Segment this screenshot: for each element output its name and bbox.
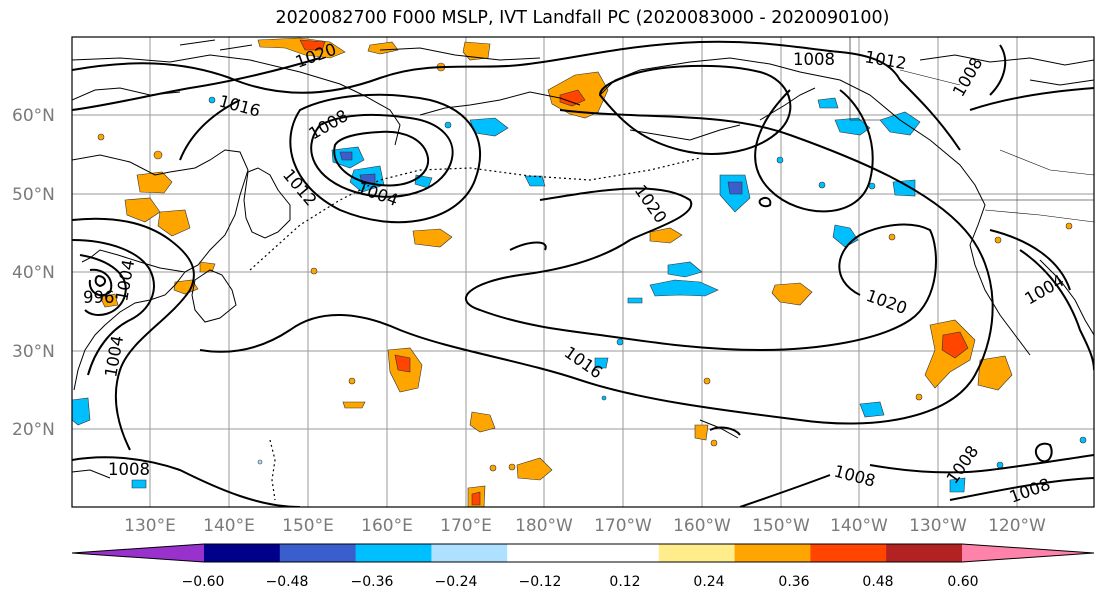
colorbar-tick-label: −0.48 bbox=[266, 574, 309, 590]
colorbar-tick-label: −0.12 bbox=[519, 574, 562, 590]
positive-pc-shading bbox=[97, 37, 1073, 507]
lat-label: 20°N bbox=[12, 420, 55, 440]
colorbar bbox=[71, 543, 1095, 563]
colorbar-segment bbox=[431, 544, 508, 562]
colorbar-segment bbox=[658, 544, 736, 562]
lat-label: 60°N bbox=[12, 106, 55, 126]
dateline bbox=[249, 157, 701, 271]
lon-label: 150°E bbox=[282, 516, 334, 536]
lon-label: 130°W bbox=[909, 516, 967, 536]
colorbar-segment bbox=[355, 544, 432, 562]
colorbar-tick-label: 0.12 bbox=[609, 574, 640, 590]
contour-label: 1008 bbox=[793, 50, 835, 69]
map-title: 2020082700 F000 MSLP, IVT Landfall PC (2… bbox=[275, 8, 890, 28]
lon-label: 150°W bbox=[752, 516, 810, 536]
colorbar-segment bbox=[583, 544, 660, 562]
lon-label: 170°E bbox=[440, 516, 492, 536]
colorbar-tick-label: −0.60 bbox=[182, 574, 225, 590]
colorbar-extension-low bbox=[72, 544, 204, 562]
lon-label: 120°W bbox=[988, 516, 1046, 536]
lat-label: 50°N bbox=[12, 185, 55, 205]
lon-label: 160°E bbox=[361, 516, 413, 536]
lon-label: 130°E bbox=[124, 516, 176, 536]
boundaries bbox=[849, 37, 1094, 223]
contour-label: 1008 bbox=[108, 460, 150, 479]
map-content: 1020 1016 1008 1012 1004 1020 1008 1012 … bbox=[72, 37, 1094, 507]
colorbar-segment bbox=[204, 544, 281, 562]
negative-pc-shading bbox=[72, 96, 1087, 493]
colorbar-tick-label: 0.24 bbox=[693, 574, 724, 590]
mslp-contours bbox=[72, 40, 1094, 507]
contour-label: 996 bbox=[83, 288, 115, 307]
colorbar-outline bbox=[71, 543, 1095, 563]
colorbar-tick-label: −0.36 bbox=[351, 574, 394, 590]
lon-label: 140°E bbox=[203, 516, 255, 536]
colorbar-segment bbox=[279, 544, 357, 562]
colorbar-tick-labels: −0.60 −0.48 −0.36 −0.24 −0.12 0.12 0.24 … bbox=[182, 574, 979, 590]
lon-label: 140°W bbox=[830, 516, 888, 536]
lon-label: 180°W bbox=[515, 516, 573, 536]
latitude-labels: 60°N 50°N 40°N 30°N 20°N bbox=[12, 106, 55, 440]
colorbar-tick-label: −0.24 bbox=[435, 574, 478, 590]
lon-label: 170°W bbox=[594, 516, 652, 536]
lat-label: 30°N bbox=[12, 342, 55, 362]
colorbar-segment bbox=[886, 544, 963, 562]
map-frame bbox=[71, 36, 1095, 508]
lat-label: 40°N bbox=[12, 263, 55, 283]
colorbar-extension-high bbox=[962, 544, 1094, 562]
colorbar-segment bbox=[810, 544, 887, 562]
colorbar-tick-label: 0.36 bbox=[778, 574, 809, 590]
colorbar-tick-label: 0.60 bbox=[947, 574, 978, 590]
colorbar-segment bbox=[507, 544, 584, 562]
lon-label: 160°W bbox=[673, 516, 731, 536]
colorbar-tick-label: 0.48 bbox=[862, 574, 893, 590]
longitude-labels: 130°E 140°E 150°E 160°E 170°E 180°W 170°… bbox=[124, 516, 1046, 536]
colorbar-segment bbox=[734, 544, 811, 562]
